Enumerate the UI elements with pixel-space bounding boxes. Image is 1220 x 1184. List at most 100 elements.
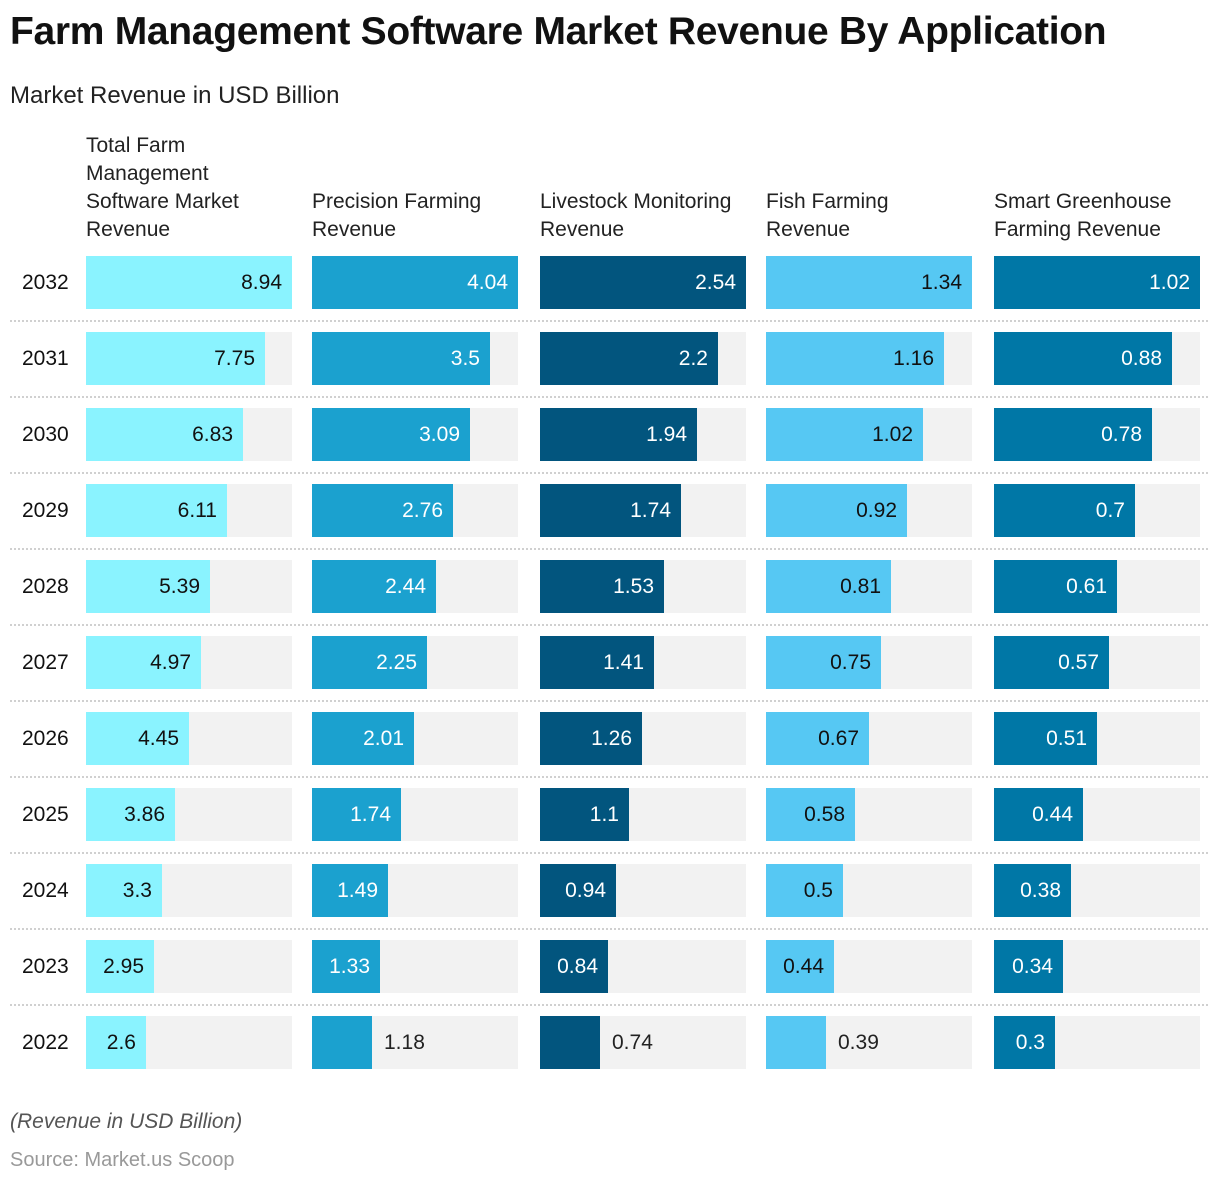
bar-track: 0.81 [766,560,972,613]
bar [86,636,201,689]
bar [994,560,1117,613]
bar-track: 0.84 [540,940,746,993]
data-label: 0.81 [840,575,881,598]
chart-subtitle: Market Revenue in USD Billion [10,82,340,109]
bar [540,484,681,537]
data-label: 5.39 [159,575,200,598]
column-header: Fish Farming Revenue [766,134,976,244]
bar-track: 0.78 [994,408,1200,461]
bar-track: 1.74 [312,788,518,841]
bar [312,560,436,613]
data-label: 0.84 [557,955,598,978]
bar [312,1016,372,1069]
bar [312,256,518,309]
bar-track: 0.61 [994,560,1200,613]
data-label: 0.38 [1020,879,1061,902]
data-label: 0.51 [1046,727,1087,750]
bar-track: 1.53 [540,560,746,613]
bar [994,940,1063,993]
data-label: 0.92 [856,499,897,522]
bar-track: 1.02 [766,408,972,461]
data-label: 1.34 [921,271,962,294]
bar [86,712,189,765]
bar-track: 0.39 [766,1016,972,1069]
bar [86,864,162,917]
data-label: 3.3 [122,879,152,902]
bar-track: 8.94 [86,256,292,309]
year-label: 2028 [22,575,69,598]
data-label: 2.44 [385,575,426,598]
bar [540,712,642,765]
bar [86,1016,146,1069]
year-label: 2027 [22,651,69,674]
bar [540,256,746,309]
bar-track: 1.02 [994,256,1200,309]
bar-track: 5.39 [86,560,292,613]
bar [312,712,414,765]
bar [86,256,292,309]
data-label: 2.76 [402,499,443,522]
column-header: Total Farm Management Software Market Re… [86,134,296,244]
column-header: Livestock Monitoring Revenue [540,134,750,244]
data-label: 0.34 [1012,955,1053,978]
row-separator [10,776,1208,778]
bar-track: 0.44 [994,788,1200,841]
bar-track: 3.86 [86,788,292,841]
bar [994,788,1083,841]
column-header: Precision Farming Revenue [312,134,522,244]
data-label: 0.7 [1095,499,1125,522]
bar [86,940,154,993]
data-label: 3.86 [124,803,165,826]
source-credit: Source: Market.us Scoop [10,1149,235,1171]
data-label: 1.26 [591,727,632,750]
bar [312,636,427,689]
bar [766,408,923,461]
data-label: 1.1 [589,803,619,826]
row-separator [10,1004,1208,1006]
bar-track: 3.09 [312,408,518,461]
data-label: 2.6 [106,1031,136,1054]
bar-track: 0.57 [994,636,1200,689]
data-label: 1.74 [630,499,671,522]
bar-track: 0.7 [994,484,1200,537]
year-label: 2029 [22,499,69,522]
bar [312,864,388,917]
row-separator [10,928,1208,930]
column-header-label: Precision Farming Revenue [312,190,482,241]
bar-track: 0.34 [994,940,1200,993]
row-separator [10,852,1208,854]
year-label: 2025 [22,803,69,826]
bar-track: 0.74 [540,1016,746,1069]
year-label: 2032 [22,271,69,294]
bar [766,636,881,689]
row-separator [10,548,1208,550]
row-separator [10,320,1208,322]
bar-track: 1.1 [540,788,746,841]
bar-track: 1.26 [540,712,746,765]
year-label: 2022 [22,1031,69,1054]
data-label: 3.5 [450,347,480,370]
bar [994,256,1200,309]
data-label: 2.95 [103,955,144,978]
data-label: 0.44 [1032,803,1073,826]
bar [766,484,907,537]
row-separator [10,472,1208,474]
data-label: 2.2 [678,347,708,370]
data-label: 0.58 [804,803,845,826]
bar-track: 1.74 [540,484,746,537]
year-label: 2023 [22,955,69,978]
year-label: 2026 [22,727,69,750]
bar-track: 0.92 [766,484,972,537]
data-label: 0.3 [1015,1031,1045,1054]
bar [312,484,453,537]
data-label: 1.02 [872,423,913,446]
data-label: 8.94 [241,271,282,294]
data-label: 0.44 [783,955,824,978]
bar [766,1016,826,1069]
data-label: 2.01 [363,727,404,750]
bar-track: 1.16 [766,332,972,385]
bar-track: 2.44 [312,560,518,613]
data-label: 1.74 [350,803,391,826]
bar-track: 4.97 [86,636,292,689]
bar-track: 1.18 [312,1016,518,1069]
